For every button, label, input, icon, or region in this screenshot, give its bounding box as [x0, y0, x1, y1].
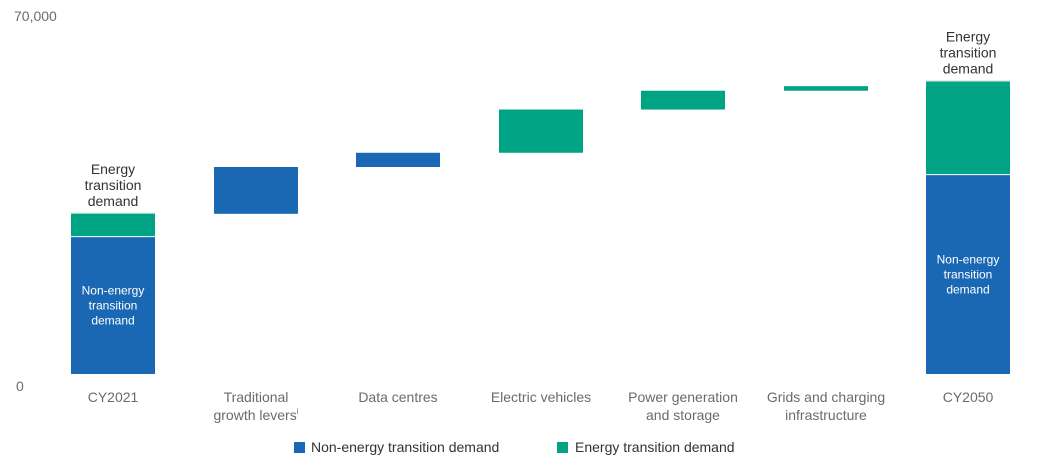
category-label: Power generation	[628, 389, 738, 405]
category-label: CY2050	[943, 389, 994, 405]
bar-0-non-energy	[71, 236, 155, 374]
annotations: EnergytransitiondemandNon-energytransiti…	[82, 29, 1000, 328]
bars-layer	[71, 80, 1010, 374]
category-label: Data centres	[358, 389, 437, 405]
energy-transition-annotation: transition	[85, 177, 142, 193]
y-axis-zero-label: 0	[16, 378, 24, 394]
bar-0-energy	[71, 213, 155, 237]
non-energy-transition-inbar-label: demand	[91, 313, 134, 327]
bar-3-step-energy	[499, 109, 583, 153]
legend-label-energy: Energy transition demand	[575, 439, 735, 455]
energy-transition-annotation: Energy	[946, 29, 990, 45]
energy-transition-annotation: transition	[940, 45, 997, 61]
energy-transition-annotation: demand	[943, 61, 994, 77]
legend-swatch-energy	[557, 442, 568, 453]
energy-transition-annotation: demand	[88, 193, 139, 209]
bar-2-step-non-energy	[356, 152, 440, 168]
category-label: CY2021	[88, 389, 139, 405]
category-label: Grids and charging	[767, 389, 885, 405]
bar-4-step-energy	[641, 90, 725, 110]
bar-1-step-non-energy	[214, 167, 298, 214]
energy-transition-annotation: Energy	[91, 161, 135, 177]
footnote-marker: i	[297, 407, 299, 416]
non-energy-transition-inbar-label: transition	[89, 298, 138, 312]
non-energy-transition-inbar-label: demand	[946, 282, 989, 296]
bar-6-non-energy	[926, 174, 1010, 374]
non-energy-transition-inbar-label: Non-energy	[82, 283, 145, 297]
bar-6-energy	[926, 81, 1010, 175]
category-label: infrastructure	[785, 407, 867, 423]
category-labels: CY2021 Traditional growth leversi Data cent…	[88, 389, 994, 423]
bar-5-step-energy	[784, 86, 868, 91]
category-label: and storage	[646, 407, 720, 423]
legend-label-non-energy: Non-energy transition demand	[311, 439, 499, 455]
category-label: growth leversi	[213, 407, 298, 423]
y-axis-max-label: 70,000	[14, 8, 57, 24]
non-energy-transition-inbar-label: transition	[944, 267, 993, 281]
non-energy-transition-inbar-label: Non-energy	[937, 252, 1000, 266]
legend: Non-energy transition demand Energy trans…	[294, 439, 735, 455]
category-label: Traditional	[224, 389, 289, 405]
legend-swatch-non-energy	[294, 442, 305, 453]
category-label: Electric vehicles	[491, 389, 591, 405]
